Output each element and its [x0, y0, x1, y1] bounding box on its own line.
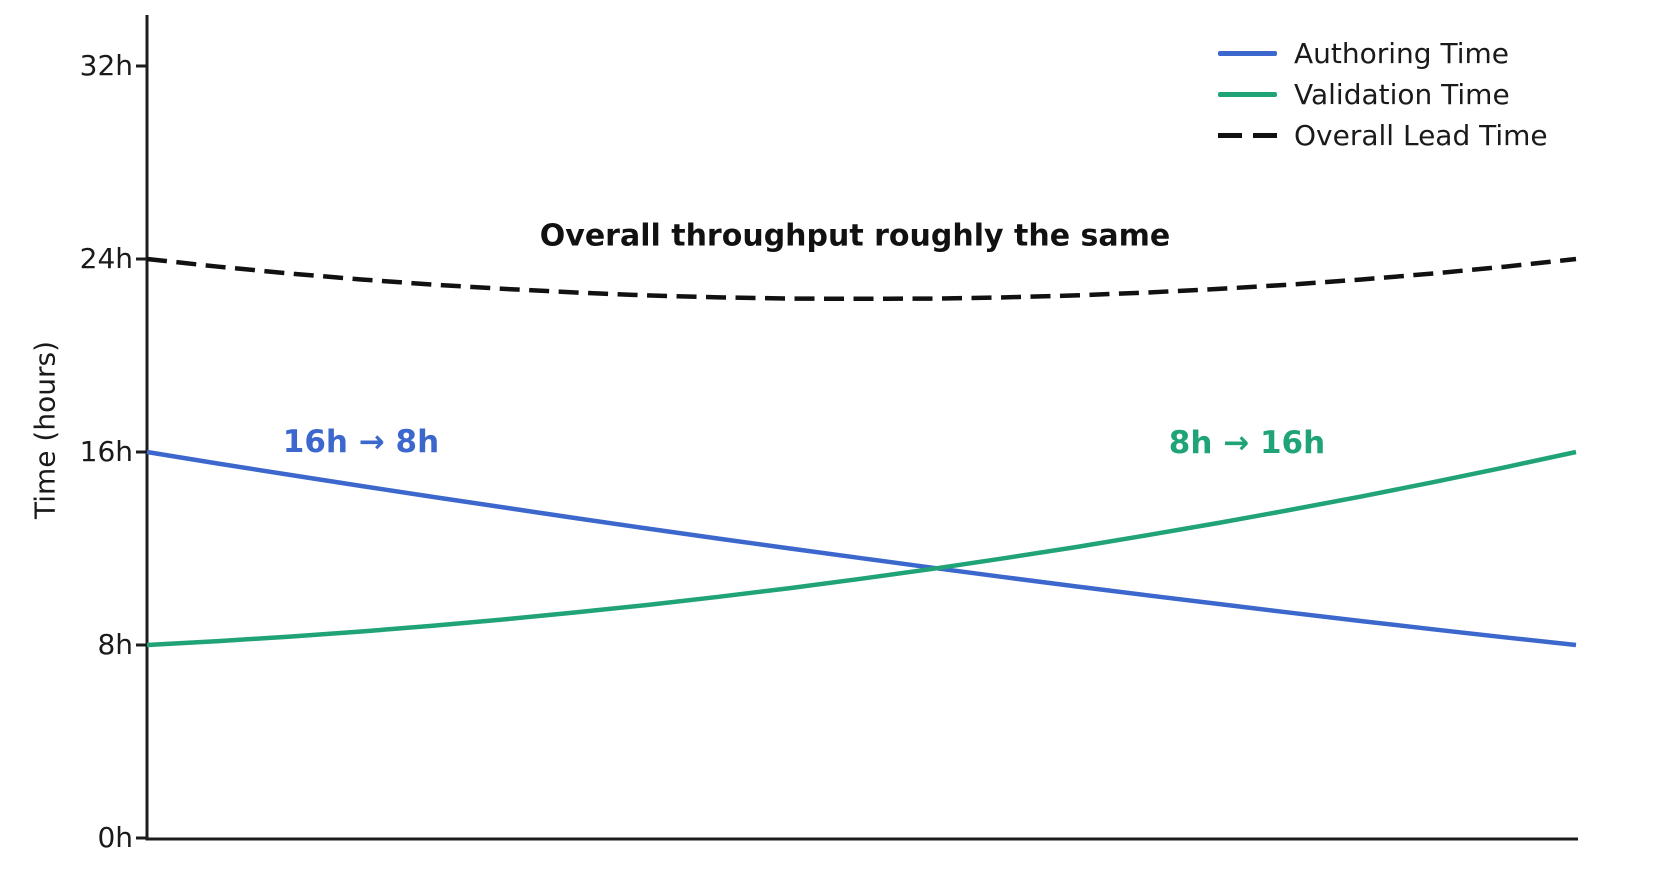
y-tick-label-24h: 24h: [79, 242, 133, 275]
legend: Authoring Time Validation Time Overall L…: [1218, 33, 1548, 156]
annotation-overall-throughput: Overall throughput roughly the same: [539, 218, 1171, 254]
legend-item-overall-lead-time: Overall Lead Time: [1218, 115, 1548, 156]
annotation-authoring-change: 16h → 8h: [282, 424, 440, 460]
annotation-validation-change: 8h → 16h: [1168, 425, 1326, 461]
legend-item-authoring-time: Authoring Time: [1218, 33, 1548, 74]
series-line-authoring-time: [146, 449, 1577, 648]
legend-line-sample-authoring: [1218, 51, 1277, 56]
legend-label-lead: Overall Lead Time: [1294, 119, 1548, 152]
legend-line-sample-validation: [1218, 92, 1277, 97]
legend-label-validation: Validation Time: [1294, 78, 1510, 111]
legend-line-sample-lead: [1218, 133, 1277, 138]
y-axis-ticks: [136, 64, 146, 840]
series-lines: [146, 256, 1577, 648]
y-tick-label-16h: 16h: [79, 435, 133, 468]
legend-item-validation-time: Validation Time: [1218, 74, 1548, 115]
series-line-overall-lead-time: [146, 256, 1577, 302]
y-axis-title: Time (hours): [28, 341, 62, 519]
y-tick-label-0h: 0h: [97, 821, 133, 854]
y-tick-label-8h: 8h: [97, 628, 133, 661]
series-line-validation-time: [146, 449, 1577, 648]
legend-label-authoring: Authoring Time: [1294, 37, 1509, 70]
y-tick-label-32h: 32h: [79, 49, 133, 82]
